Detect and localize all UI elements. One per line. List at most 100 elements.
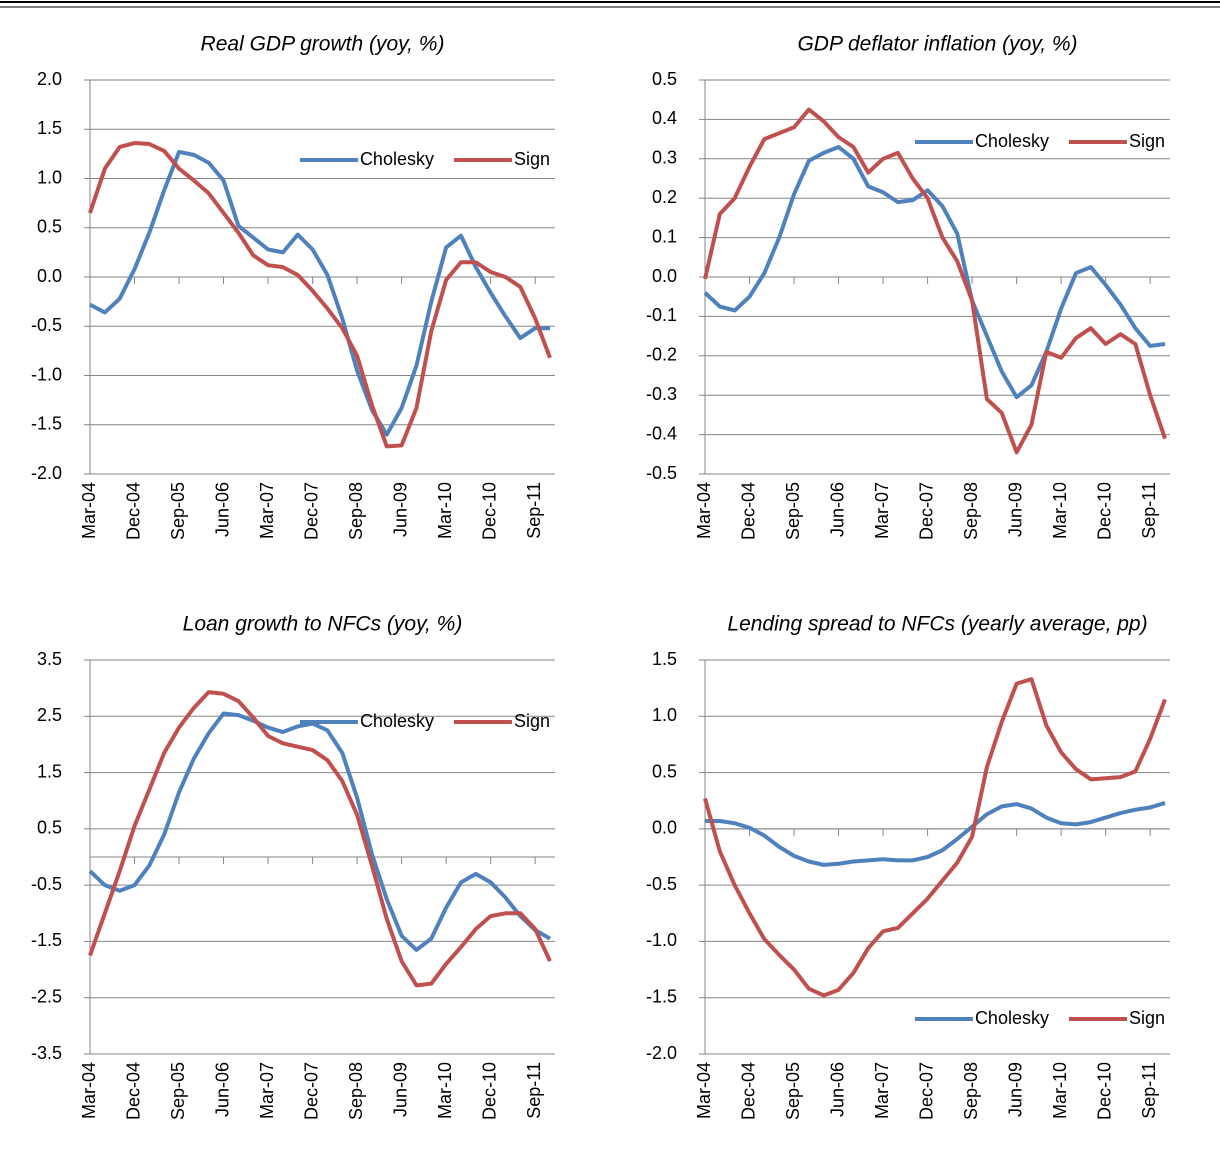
y-tick-label: -0.5 [646, 874, 677, 894]
x-tick-label: Dec-07 [301, 1062, 321, 1120]
x-tick-label: Mar-04 [694, 482, 714, 539]
x-tick-label: Sep-05 [783, 482, 803, 540]
y-tick-label: 1.5 [652, 649, 677, 669]
legend-label: Cholesky [360, 711, 434, 731]
series-line [703, 677, 1167, 998]
x-tick-label: Jun-06 [827, 1062, 847, 1117]
x-tick-label: Jun-09 [390, 482, 410, 537]
y-tick-label: 2.5 [37, 705, 62, 725]
x-tick-label: Mar-04 [79, 482, 99, 539]
x-tick-label: Sep-05 [168, 482, 188, 540]
x-tick-label: Jun-09 [390, 1062, 410, 1117]
y-tick-label: 0.3 [652, 148, 677, 168]
y-tick-label: -2.5 [31, 986, 62, 1006]
x-tick-label: Mar-04 [79, 1062, 99, 1119]
x-tick-label: Sep-05 [783, 1062, 803, 1120]
y-tick-label: 0.4 [652, 108, 677, 128]
series-line [88, 690, 552, 988]
y-tick-label: 0.1 [652, 226, 677, 246]
panel: Loan growth to NFCs (yoy, %) -3.5 -2.5 -1.5… [31, 613, 555, 1120]
y-tick-label: -1.5 [646, 986, 677, 1006]
series-line [89, 149, 550, 437]
x-tick-label: Jun-09 [1005, 482, 1025, 537]
x-tick-label: Dec-10 [479, 1062, 499, 1120]
x-tick-label: Dec-04 [738, 1062, 758, 1120]
x-tick-label: Mar-07 [257, 482, 277, 539]
legend-label: Sign [514, 711, 550, 731]
y-tick-label: -2.0 [31, 463, 62, 483]
x-tick-label: Sep-05 [168, 1062, 188, 1120]
y-tick-label: 1.0 [652, 705, 677, 725]
panel: Lending spread to NFCs (yearly average, … [646, 613, 1170, 1120]
y-tick-label: 3.5 [37, 649, 62, 669]
y-tick-label: 0.0 [652, 266, 677, 286]
y-tick-label: 1.5 [37, 761, 62, 781]
y-tick-label: -0.5 [31, 874, 62, 894]
legend-label: Sign [1129, 131, 1165, 151]
x-tick-label: Dec-07 [916, 482, 936, 540]
x-tick-label: Dec-10 [479, 482, 499, 540]
y-tick-label: -0.1 [646, 305, 677, 325]
x-tick-label: Sep-08 [346, 482, 366, 540]
series-line [88, 711, 551, 952]
x-tick-label: Sep-11 [1139, 482, 1159, 539]
y-tick-label: 0.5 [652, 761, 677, 781]
y-tick-label: 0.5 [652, 69, 677, 89]
x-tick-label: Jun-09 [1005, 1062, 1025, 1117]
y-tick-label: -0.5 [646, 463, 677, 483]
x-tick-label: Sep-11 [524, 1062, 544, 1119]
x-tick-label: Mar-10 [435, 482, 455, 539]
legend-label: Sign [1129, 1008, 1165, 1028]
y-tick-label: -2.0 [646, 1043, 677, 1063]
y-tick-label: 2.0 [37, 69, 62, 89]
x-tick-label: Dec-04 [123, 482, 143, 540]
x-tick-label: Mar-04 [694, 1062, 714, 1119]
x-tick-label: Mar-10 [435, 1062, 455, 1119]
y-tick-label: -0.4 [646, 423, 677, 443]
x-tick-label: Dec-04 [738, 482, 758, 540]
x-tick-label: Mar-07 [257, 1062, 277, 1119]
x-tick-label: Jun-06 [827, 482, 847, 537]
y-tick-label: 1.5 [37, 118, 62, 138]
y-tick-label: -0.2 [646, 345, 677, 365]
x-tick-label: Mar-10 [1050, 1062, 1070, 1119]
x-tick-label: Dec-04 [123, 1062, 143, 1120]
x-tick-label: Mar-10 [1050, 482, 1070, 539]
y-tick-label: -1.5 [31, 414, 62, 434]
y-tick-label: -1.0 [646, 930, 677, 950]
x-tick-label: Jun-06 [212, 482, 232, 537]
y-tick-label: -0.3 [646, 384, 677, 404]
x-tick-label: Dec-10 [1094, 482, 1114, 540]
x-tick-label: Sep-08 [961, 482, 981, 540]
x-tick-label: Jun-06 [212, 1062, 232, 1117]
x-tick-label: Sep-11 [1139, 1062, 1159, 1119]
chart-title: Lending spread to NFCs (yearly average, … [727, 613, 1147, 636]
series-line [703, 144, 1166, 400]
x-tick-label: Sep-11 [524, 482, 544, 539]
x-tick-label: Dec-10 [1094, 1062, 1114, 1120]
y-tick-label: 0.5 [37, 818, 62, 838]
y-tick-label: -0.5 [31, 315, 62, 335]
series-line [88, 141, 552, 449]
chart-title: Loan growth to NFCs (yoy, %) [183, 613, 463, 636]
y-tick-label: 0.2 [652, 187, 677, 207]
legend-label: Sign [514, 149, 550, 169]
y-tick-label: 0.0 [37, 266, 62, 286]
x-tick-label: Sep-08 [961, 1062, 981, 1120]
panel: Real GDP growth (yoy, %) -2.0 -1.5 -1.0 -0.5… [31, 33, 555, 540]
series-line [703, 107, 1167, 455]
legend-label: Cholesky [975, 1008, 1049, 1028]
y-tick-label: 1.0 [37, 167, 62, 187]
y-tick-label: -1.0 [31, 364, 62, 384]
series-line [705, 801, 1166, 867]
legend-label: Cholesky [360, 149, 434, 169]
x-tick-label: Mar-07 [872, 482, 892, 539]
x-tick-label: Sep-08 [346, 1062, 366, 1120]
chart-title: GDP deflator inflation (yoy, %) [797, 33, 1077, 56]
panel: GDP deflator inflation (yoy, %) -0.5 -0.4 -… [646, 33, 1170, 540]
x-tick-label: Mar-07 [872, 1062, 892, 1119]
chart-title: Real GDP growth (yoy, %) [201, 33, 445, 56]
x-tick-label: Dec-07 [301, 482, 321, 540]
y-tick-label: 0.5 [37, 217, 62, 237]
